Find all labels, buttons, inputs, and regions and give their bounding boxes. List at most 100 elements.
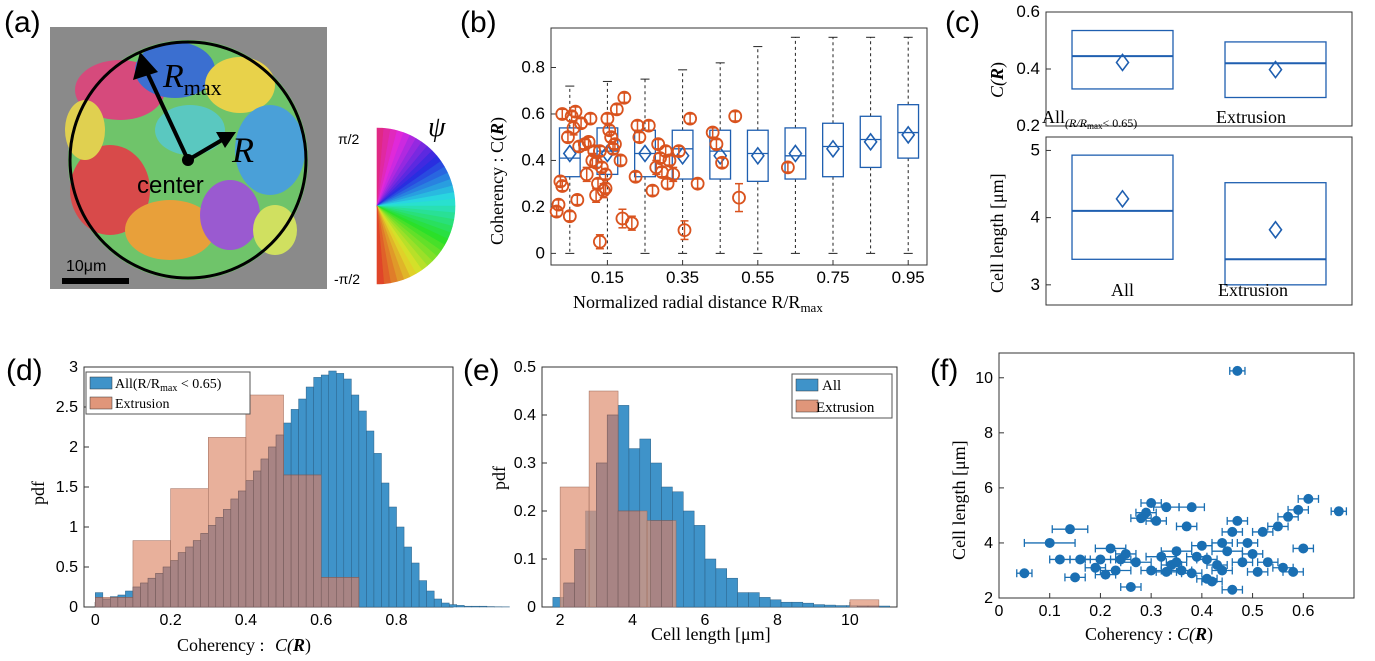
extrusion-point xyxy=(551,197,566,212)
y-tick-label: 0.4 xyxy=(521,150,545,169)
y-tick-label: 0 xyxy=(536,243,545,262)
y-tick-label: 0.2 xyxy=(1016,116,1040,135)
extrusion-point xyxy=(596,183,611,198)
mean-marker xyxy=(1268,220,1283,240)
scatter-point xyxy=(1227,584,1238,595)
bar-overlap xyxy=(125,597,134,608)
scatter-point xyxy=(1201,554,1212,565)
x-tick-label: 0.75 xyxy=(816,268,849,287)
bar-all xyxy=(471,605,480,608)
scatter-point xyxy=(1054,554,1065,565)
orientation-domain xyxy=(155,105,225,155)
plot-frame xyxy=(1045,136,1353,306)
y-tick-label: 0 xyxy=(69,599,78,616)
extrusion-point xyxy=(780,160,795,175)
bar-overlap xyxy=(275,434,284,608)
scatter-point xyxy=(1232,515,1243,526)
bar-all xyxy=(441,602,450,608)
y-tick-label: 2 xyxy=(69,439,78,456)
mean-marker xyxy=(713,146,728,166)
mean-marker xyxy=(750,146,765,166)
x-tick-label: 0.15 xyxy=(591,268,624,287)
bar-overlap xyxy=(192,540,201,608)
y-tick-label: 0 xyxy=(527,599,536,616)
bar-overlap xyxy=(328,577,337,608)
scatter-point xyxy=(1196,540,1207,551)
y-tick-label: 4 xyxy=(984,535,993,552)
panel-label-b: (b) xyxy=(460,6,497,39)
panel-c-top-boxplot: 0.2 0.4 0.6 xyxy=(1016,2,1353,135)
bar-overlap xyxy=(253,470,262,608)
bar-overlap xyxy=(177,552,186,608)
y-tick-label: 0.1 xyxy=(514,551,536,568)
y-tick-label: 0.2 xyxy=(521,197,545,216)
extrusion-point xyxy=(658,144,673,159)
bar-all xyxy=(373,453,382,608)
extrusion-point xyxy=(632,130,647,145)
panel-b-boxplot: 0 0.2 0.4 0.6 0.8 0.15 0.35 0.55 0.75 0.95 xyxy=(521,27,928,287)
box xyxy=(1071,154,1174,260)
mean-marker xyxy=(600,144,615,163)
x-tick-label: 0.2 xyxy=(159,612,181,629)
extrusion-point xyxy=(617,90,632,105)
y-tick-label: 3 xyxy=(69,359,78,376)
y-tick-label: 0.5 xyxy=(514,359,536,376)
x-tick-label: 0.35 xyxy=(666,268,699,287)
bar-all xyxy=(320,374,329,608)
bar-overlap xyxy=(313,474,322,608)
scatter-point xyxy=(1095,554,1106,565)
bar-overlap xyxy=(117,597,126,608)
extrusion-point xyxy=(662,153,677,168)
bar-overlap xyxy=(867,605,880,608)
y-tick-label: 0.2 xyxy=(514,503,536,520)
x-tick-label: 0.1 xyxy=(1039,603,1061,620)
extrusion-point xyxy=(666,167,681,182)
microscopy-panel: Rmax R center 10μm xyxy=(50,27,327,289)
panel-d-xlabel: Coherency : C(R) xyxy=(177,635,311,656)
panel-f-ylabel: Cell length [μm] xyxy=(949,440,969,560)
bar-overlap xyxy=(336,577,345,608)
scatter-point xyxy=(1232,365,1243,376)
y-tick-label: 1 xyxy=(69,519,78,536)
x-tick-label: 0 xyxy=(91,612,100,629)
bar-overlap xyxy=(102,598,111,608)
plot-frame xyxy=(550,27,928,266)
y-tick-label: 6 xyxy=(984,480,993,497)
center-label: center xyxy=(137,172,204,199)
extrusion-point xyxy=(549,204,564,219)
mean-marker xyxy=(562,144,577,163)
bar-overlap xyxy=(351,577,360,608)
scatter-point xyxy=(1186,502,1197,513)
x-tick-label: 0.6 xyxy=(310,612,332,629)
bar-overlap xyxy=(260,458,269,608)
mean-marker xyxy=(826,139,840,159)
bar-overlap xyxy=(343,577,352,608)
bar-all xyxy=(336,373,345,608)
bar-overlap xyxy=(162,566,171,608)
scatter-point xyxy=(1293,504,1304,515)
scatter-point xyxy=(1227,526,1238,537)
extrusion-point xyxy=(641,118,656,133)
bar-all xyxy=(464,605,473,608)
scatter-point xyxy=(1186,568,1197,579)
bar-overlap xyxy=(283,474,292,608)
box xyxy=(746,129,769,183)
y-tick-label: 4 xyxy=(1031,208,1040,227)
panel-c-bottom-cat-extrusion: Extrusion xyxy=(1218,280,1288,300)
extrusion-point xyxy=(594,160,609,175)
extrusion-point xyxy=(562,209,577,224)
y-tick-label: 10 xyxy=(975,370,993,387)
bar-all xyxy=(802,602,814,608)
box xyxy=(1224,182,1327,286)
extrusion-point xyxy=(583,111,598,126)
bar-all xyxy=(479,605,488,608)
bar-overlap xyxy=(185,546,194,608)
bar-all xyxy=(683,510,695,608)
y-tick-label: 0.6 xyxy=(521,104,545,123)
scatter-point xyxy=(1130,557,1141,568)
plot-frame xyxy=(1045,11,1353,127)
scatter-point xyxy=(1278,562,1288,573)
psi-label: ψ xyxy=(428,112,446,143)
bar-overlap xyxy=(215,517,224,608)
y-tick-label: 0.4 xyxy=(514,407,536,424)
